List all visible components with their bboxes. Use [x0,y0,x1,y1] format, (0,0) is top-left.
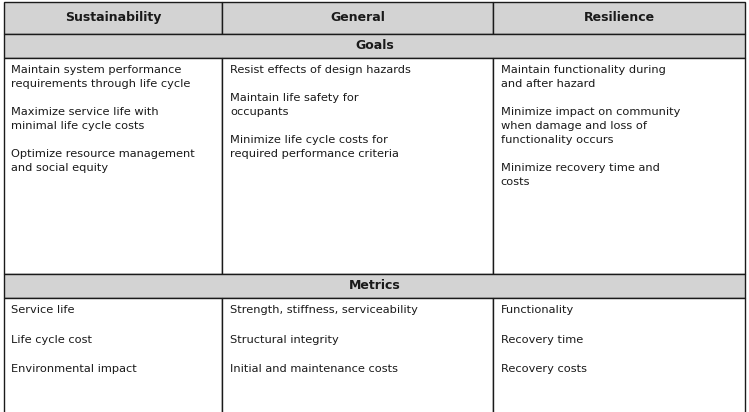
Bar [222,58,493,274]
Bar [493,58,745,274]
Bar [4,58,222,274]
Bar [4,34,745,58]
Text: Resilience: Resilience [583,12,655,24]
Bar [4,2,222,34]
Text: General: General [330,12,385,24]
Text: Maintain system performance
requirements through life cycle

Maximize service li: Maintain system performance requirements… [11,65,195,173]
Bar [222,298,493,412]
Text: Sustainability: Sustainability [65,12,161,24]
Text: Functionality

Recovery time

Recovery costs: Functionality Recovery time Recovery cos… [500,305,586,375]
Bar [222,2,493,34]
Text: Goals: Goals [355,39,394,52]
Bar [4,298,222,412]
Text: Service life

Life cycle cost

Environmental impact: Service life Life cycle cost Environment… [11,305,137,375]
Text: Strength, stiffness, serviceability

Structural integrity

Initial and maintenan: Strength, stiffness, serviceability Stru… [230,305,418,375]
Bar [493,298,745,412]
Bar [493,2,745,34]
Text: Metrics: Metrics [348,279,401,293]
Text: Maintain functionality during
and after hazard

Minimize impact on community
whe: Maintain functionality during and after … [500,65,680,187]
Bar [4,274,745,298]
Text: Resist effects of design hazards

Maintain life safety for
occupants

Minimize l: Resist effects of design hazards Maintai… [230,65,411,159]
